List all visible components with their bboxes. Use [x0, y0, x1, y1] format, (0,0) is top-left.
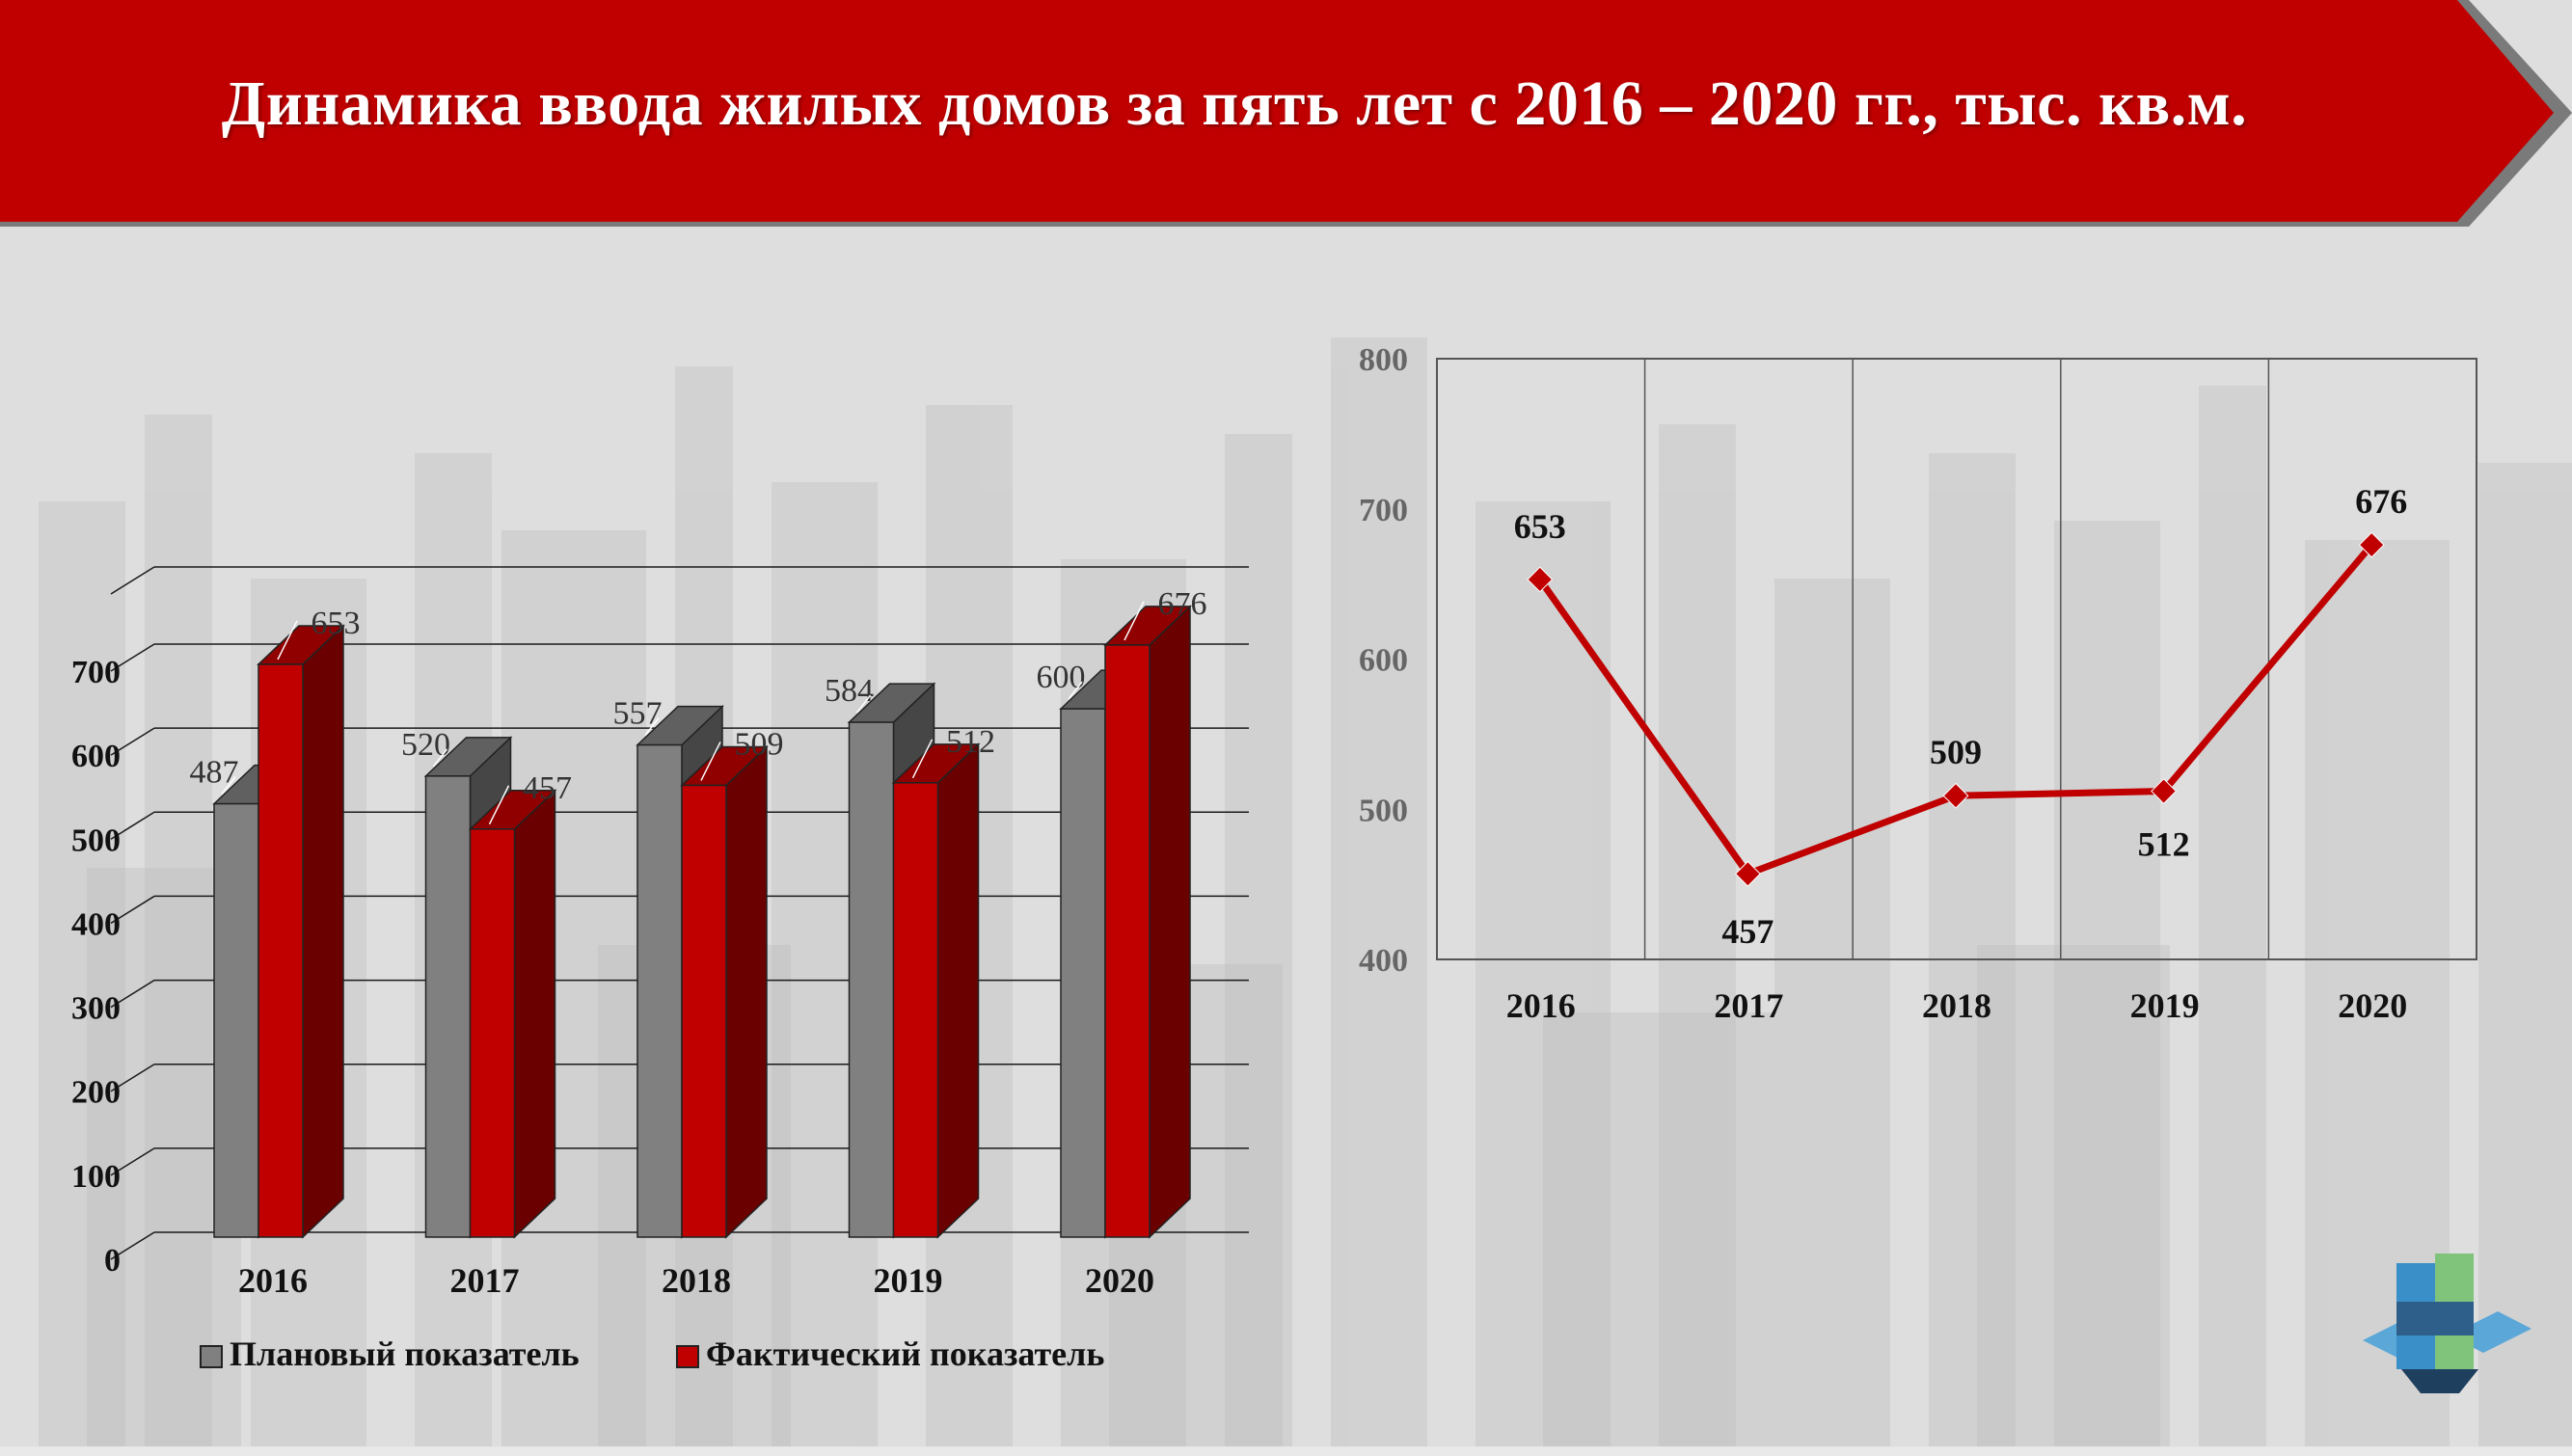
legend-swatch-fact	[676, 1345, 699, 1368]
y-tick-label: 800	[1359, 342, 1408, 378]
leader-line	[1068, 681, 1083, 700]
leader-line	[432, 748, 448, 768]
bar-side	[725, 744, 768, 1239]
leader-line	[488, 785, 510, 825]
leader-line	[221, 776, 236, 795]
y-tick-label: 400	[1359, 943, 1408, 979]
bar-chart-plan-vs-fact: 0 100 200 300 400 500 600 700 487 653 2016 520 457 20…	[71, 566, 1249, 1373]
data-label-plan: 487	[190, 755, 239, 791]
leader-line	[277, 620, 298, 661]
bar	[424, 775, 472, 1238]
data-label: 653	[1514, 507, 1566, 546]
bar	[1060, 708, 1106, 1238]
gridline-depth	[110, 895, 155, 925]
data-label: 512	[2138, 825, 2190, 864]
bar	[892, 782, 939, 1238]
data-label-plan: 584	[825, 673, 874, 709]
y-tick-label: 500	[1359, 793, 1408, 828]
line-chart-fact: 400 500 600 700 800 653 2016 457 2017 509 2018 512 2…	[1359, 342, 2477, 1025]
data-point	[1734, 860, 1761, 887]
series-line	[1536, 542, 2374, 877]
data-label: 509	[1930, 733, 1982, 771]
bar	[681, 784, 727, 1238]
gridline-depth	[110, 811, 155, 840]
gridline-depth	[110, 979, 155, 1009]
data-label-fact: 653	[311, 606, 361, 641]
leader-line	[700, 741, 721, 781]
x-tick-label: 2019	[2130, 986, 2200, 1025]
x-tick-label: 2016	[1506, 986, 1576, 1025]
bar	[1104, 644, 1151, 1238]
data-label: 457	[1721, 912, 1773, 951]
y-tick-label: 600	[1359, 643, 1408, 679]
y-tick-label: 700	[71, 655, 121, 690]
gridline-depth	[110, 1147, 155, 1176]
gridline-depth	[110, 566, 155, 595]
leader-line	[644, 717, 660, 737]
data-label-plan: 600	[1037, 660, 1086, 695]
x-tick-label: 2018	[662, 1261, 731, 1300]
y-tick-label: 300	[71, 991, 121, 1027]
leader-line	[911, 739, 934, 779]
legend-swatch-plan	[200, 1345, 223, 1368]
gridline-depth	[110, 727, 155, 756]
data-label-plan: 557	[613, 696, 663, 732]
y-tick-label: 500	[71, 822, 121, 858]
legend-label-fact: Фактический показатель	[706, 1335, 1104, 1373]
data-point	[2151, 778, 2178, 804]
y-tick-label: 200	[71, 1075, 121, 1111]
bar	[213, 802, 259, 1238]
x-tick-label: 2020	[2338, 986, 2407, 1025]
y-tick-label: 100	[71, 1159, 121, 1195]
y-tick-label: 400	[71, 906, 121, 942]
x-tick-label: 2018	[1922, 986, 1991, 1025]
gridline-depth	[110, 1231, 155, 1260]
y-tick-label: 700	[1359, 493, 1408, 528]
data-point	[1942, 782, 1969, 809]
bar-side	[302, 624, 344, 1239]
plot-frame	[1436, 358, 2477, 960]
gridline-depth	[110, 643, 155, 672]
page-title: Динамика ввода жилых домов за пять лет с…	[221, 68, 2248, 139]
data-label-fact: 509	[735, 726, 784, 762]
x-tick-label: 2020	[1085, 1261, 1154, 1300]
data-point	[2358, 531, 2385, 558]
title-banner	[0, 0, 2572, 227]
x-tick-label: 2019	[874, 1261, 943, 1300]
bar-side	[936, 742, 980, 1239]
bar	[257, 663, 304, 1238]
leader-line	[855, 694, 872, 714]
x-tick-label: 2017	[450, 1261, 520, 1300]
x-tick-label: 2016	[238, 1261, 308, 1300]
bar	[848, 721, 895, 1238]
y-tick-label: 600	[71, 739, 121, 774]
data-label: 676	[2355, 482, 2407, 521]
data-point	[1527, 566, 1554, 593]
legend-label-plan: Плановый показатель	[230, 1335, 580, 1373]
bar-side	[513, 789, 556, 1239]
y-tick-label: 0	[104, 1243, 121, 1279]
bar-side	[1149, 605, 1191, 1239]
bar	[469, 828, 516, 1238]
gridline-depth	[110, 1064, 155, 1092]
data-label-fact: 676	[1158, 586, 1207, 622]
company-logo-icon	[2363, 1254, 2531, 1393]
bar	[636, 743, 683, 1238]
leader-line	[1124, 601, 1145, 641]
data-label-fact: 457	[523, 770, 572, 806]
data-label-plan: 520	[401, 727, 450, 763]
data-label-fact: 512	[946, 724, 995, 760]
x-tick-label: 2017	[1714, 986, 1783, 1025]
